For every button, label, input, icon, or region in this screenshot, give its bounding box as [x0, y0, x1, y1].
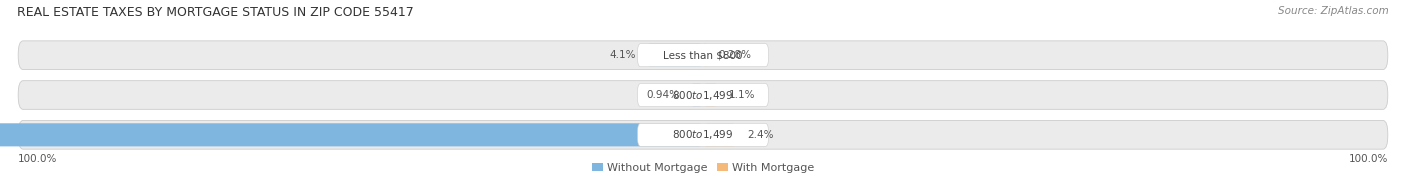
Text: 0.94%: 0.94% — [645, 90, 679, 100]
Text: $800 to $1,499: $800 to $1,499 — [672, 89, 734, 102]
Legend: Without Mortgage, With Mortgage: Without Mortgage, With Mortgage — [588, 159, 818, 178]
FancyBboxPatch shape — [647, 44, 703, 67]
Text: Source: ZipAtlas.com: Source: ZipAtlas.com — [1278, 6, 1389, 16]
FancyBboxPatch shape — [18, 121, 1388, 149]
Text: REAL ESTATE TAXES BY MORTGAGE STATUS IN ZIP CODE 55417: REAL ESTATE TAXES BY MORTGAGE STATUS IN … — [17, 6, 413, 19]
Text: 4.1%: 4.1% — [609, 50, 636, 60]
Text: $800 to $1,499: $800 to $1,499 — [672, 128, 734, 141]
FancyBboxPatch shape — [637, 44, 769, 67]
FancyBboxPatch shape — [18, 41, 1388, 70]
FancyBboxPatch shape — [703, 123, 737, 146]
FancyBboxPatch shape — [637, 83, 769, 107]
Text: 2.4%: 2.4% — [747, 130, 773, 140]
Text: 0.28%: 0.28% — [718, 50, 751, 60]
FancyBboxPatch shape — [703, 44, 707, 67]
FancyBboxPatch shape — [703, 83, 718, 107]
FancyBboxPatch shape — [18, 81, 1388, 109]
FancyBboxPatch shape — [0, 123, 703, 146]
Text: 1.1%: 1.1% — [730, 90, 755, 100]
Text: Less than $800: Less than $800 — [664, 50, 742, 60]
FancyBboxPatch shape — [690, 83, 703, 107]
Text: 100.0%: 100.0% — [18, 154, 58, 164]
FancyBboxPatch shape — [637, 123, 769, 146]
Text: 100.0%: 100.0% — [1348, 154, 1388, 164]
